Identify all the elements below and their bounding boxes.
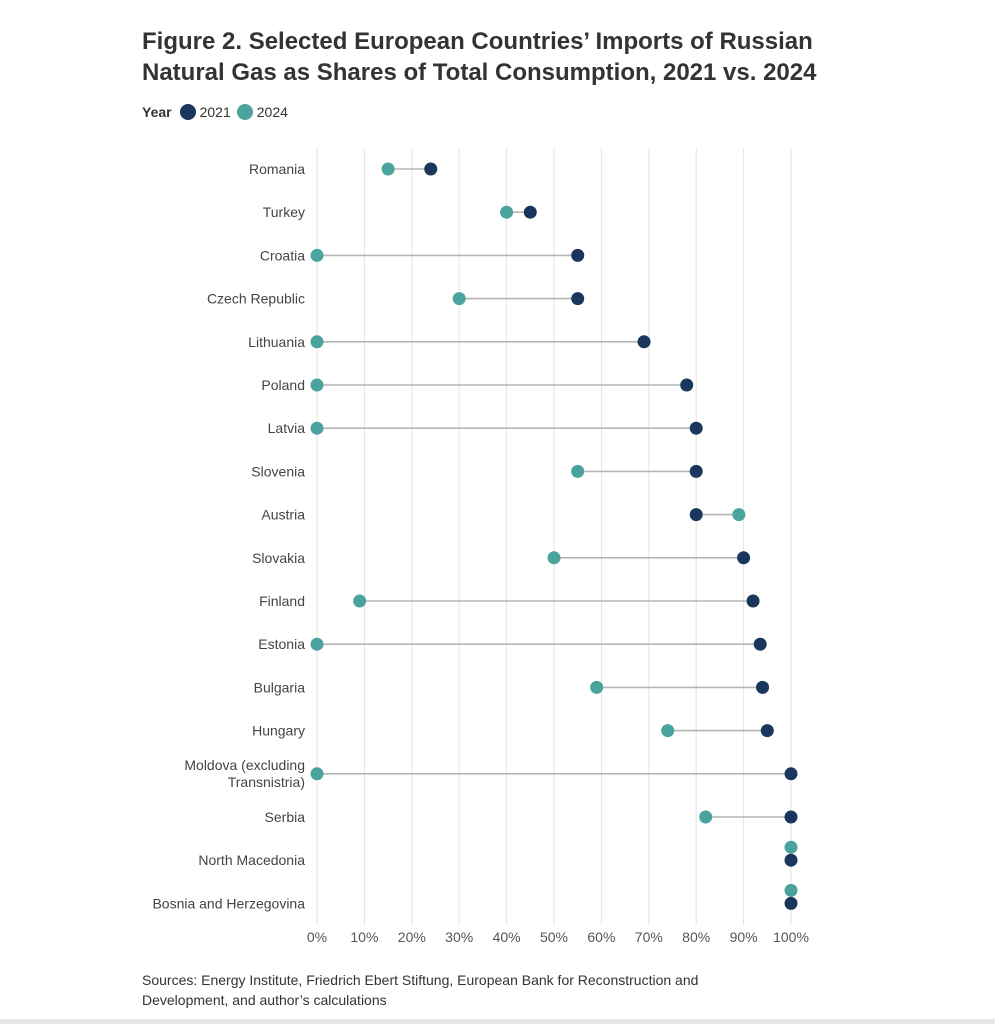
category-label-croatia: Croatia <box>260 247 305 263</box>
category-label-latvia: Latvia <box>268 420 306 436</box>
category-label-north-macedonia: North Macedonia <box>198 852 305 868</box>
legend-item-2021[interactable]: 2021 <box>179 104 231 120</box>
point-2024-north-macedonia <box>784 840 798 854</box>
category-label-finland: Finland <box>259 593 305 609</box>
category-label-austria: Austria <box>261 507 305 523</box>
category-label-czech-republic: Czech Republic <box>207 291 305 307</box>
point-2024-czech-republic <box>452 292 466 306</box>
point-2024-estonia <box>310 637 324 651</box>
x-tick-label-80: 80% <box>682 929 710 945</box>
x-tick-label-10: 10% <box>350 929 378 945</box>
category-label-turkey: Turkey <box>263 204 305 220</box>
point-2021-hungary <box>760 724 774 738</box>
chart-title-line-2: Natural Gas as Shares of Total Consumpti… <box>142 59 817 86</box>
category-label-romania: Romania <box>249 161 305 177</box>
point-2021-slovakia <box>737 551 751 565</box>
x-tick-label-60: 60% <box>587 929 615 945</box>
point-2021-romania <box>424 162 438 176</box>
chart-title-line-1: Figure 2. Selected European Countries’ I… <box>142 28 813 55</box>
chart-title: Figure 2. Selected European Countries’ I… <box>142 26 902 88</box>
point-2024-romania <box>381 162 395 176</box>
point-2024-bosnia-and-herzegovina <box>784 883 798 897</box>
legend-label-2021: 2021 <box>199 104 231 120</box>
point-2024-slovenia <box>571 464 585 478</box>
category-label-line: Moldova (excluding <box>184 757 305 773</box>
point-2021-bosnia-and-herzegovina <box>784 896 798 910</box>
category-label-estonia: Estonia <box>258 636 305 652</box>
point-2021-finland <box>746 594 760 608</box>
legend-swatch-2021 <box>179 104 196 120</box>
legend-item-2024[interactable]: 2024 <box>236 104 288 120</box>
point-2021-serbia <box>784 810 798 824</box>
sources-note: Sources: Energy Institute, Friedrich Ebe… <box>142 970 782 1010</box>
point-2024-lithuania <box>310 335 324 349</box>
point-2021-north-macedonia <box>784 853 798 867</box>
x-tick-label-40: 40% <box>493 929 521 945</box>
point-2021-lithuania <box>637 335 651 349</box>
point-2021-turkey <box>523 205 537 219</box>
legend-label-2024: 2024 <box>256 104 288 120</box>
category-label-slovenia: Slovenia <box>251 463 305 479</box>
point-2021-moldova-excluding-transnistria <box>784 767 798 781</box>
point-2021-slovenia <box>689 464 703 478</box>
point-2021-poland <box>680 378 694 392</box>
sources-line-1: Sources: Energy Institute, Friedrich Ebe… <box>142 972 699 988</box>
point-2024-bulgaria <box>590 680 604 694</box>
bottom-divider <box>0 1019 995 1024</box>
point-2024-croatia <box>310 248 324 262</box>
point-2021-latvia <box>689 421 703 435</box>
point-2024-moldova-excluding-transnistria <box>310 767 324 781</box>
point-2024-latvia <box>310 421 324 435</box>
category-label-slovakia: Slovakia <box>252 550 305 566</box>
point-2024-poland <box>310 378 324 392</box>
point-2021-austria <box>689 508 703 522</box>
point-2024-slovakia <box>547 551 561 565</box>
x-tick-label-0: 0% <box>307 929 327 945</box>
x-tick-label-100: 100% <box>773 929 809 945</box>
point-2021-estonia <box>753 637 767 651</box>
point-2024-serbia <box>699 810 713 824</box>
category-label-bulgaria: Bulgaria <box>254 679 306 695</box>
point-2024-turkey <box>500 205 514 219</box>
x-tick-label-50: 50% <box>540 929 568 945</box>
category-label-hungary: Hungary <box>252 723 305 739</box>
point-2024-austria <box>732 508 746 522</box>
legend: Year 2021 2024 <box>142 102 294 122</box>
point-2024-finland <box>353 594 367 608</box>
point-2021-croatia <box>571 248 585 262</box>
category-label-serbia: Serbia <box>265 809 306 825</box>
x-tick-label-20: 20% <box>398 929 426 945</box>
sources-line-2: Development, and author’s calculations <box>142 992 387 1008</box>
legend-swatch-2024 <box>236 104 253 120</box>
dumbbell-chart: 0% 10% 20% 30% 40% 50% 60% 70% 80% 90% 100% Romania… <box>152 148 809 945</box>
point-2021-czech-republic <box>571 292 585 306</box>
category-label-bosnia-and-herzegovina: Bosnia and Herzegovina <box>152 895 305 911</box>
x-tick-label-30: 30% <box>445 929 473 945</box>
category-label-moldova-excluding-transnistria: Moldova (excluding Transnistria) <box>184 757 305 790</box>
point-2024-hungary <box>661 724 675 738</box>
point-2021-bulgaria <box>756 680 770 694</box>
category-label-poland: Poland <box>261 377 305 393</box>
x-tick-label-90: 90% <box>730 929 758 945</box>
x-tick-label-70: 70% <box>635 929 663 945</box>
legend-title: Year <box>142 104 172 120</box>
category-label-line: Transnistria) <box>228 774 305 790</box>
category-label-lithuania: Lithuania <box>248 334 305 350</box>
